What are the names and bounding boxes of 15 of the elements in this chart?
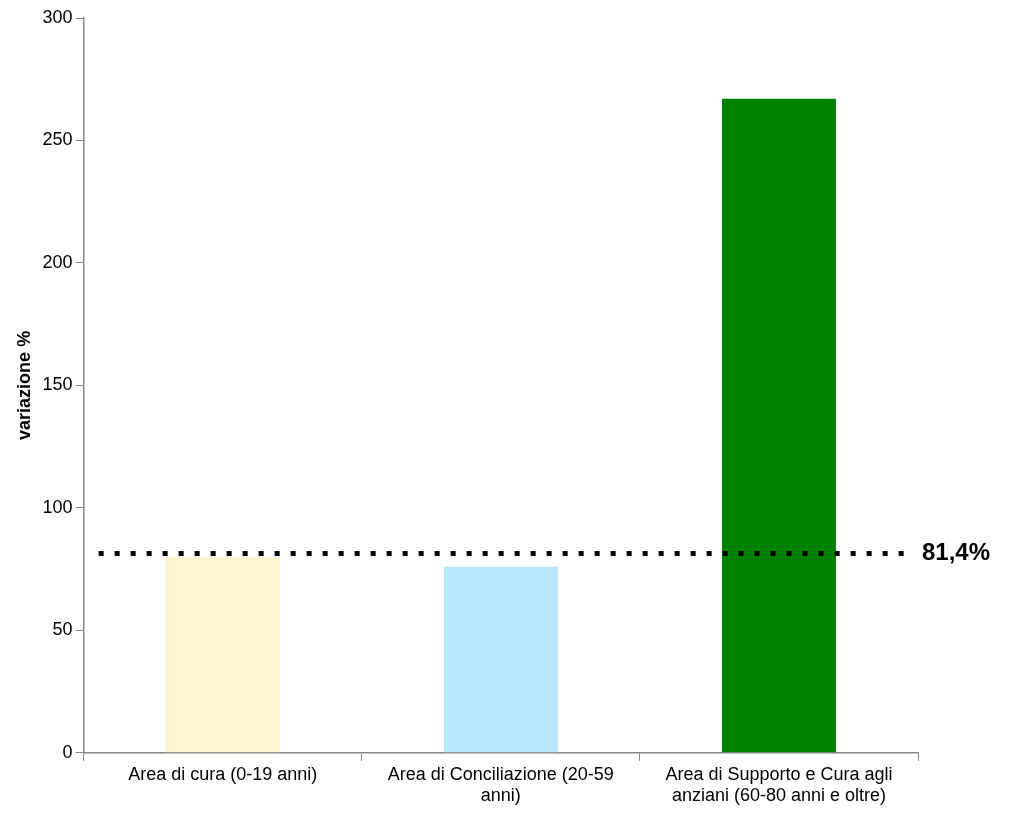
y-tick-label: 300: [42, 6, 73, 27]
x-tick-label: Area di Supporto e Cura agli anziani (60-80 anni e oltre): [665, 763, 893, 806]
y-tick-label: 150: [42, 374, 73, 395]
x-tick-label: Area di Conciliazione (20-59 anni): [387, 763, 614, 806]
y-tick-label: 100: [42, 496, 73, 517]
bar: [165, 556, 280, 753]
bar: [721, 98, 836, 753]
bar: [443, 566, 558, 753]
y-tick-label: 200: [42, 251, 73, 272]
ref-line-label: 81,4%: [922, 538, 991, 566]
y-axis-title: variazione %: [13, 330, 34, 440]
x-tick-label: Area di cura (0-19 anni): [128, 763, 318, 784]
y-tick-label: 0: [62, 741, 73, 762]
y-tick-label: 50: [52, 619, 73, 640]
y-tick-label: 250: [42, 129, 73, 150]
